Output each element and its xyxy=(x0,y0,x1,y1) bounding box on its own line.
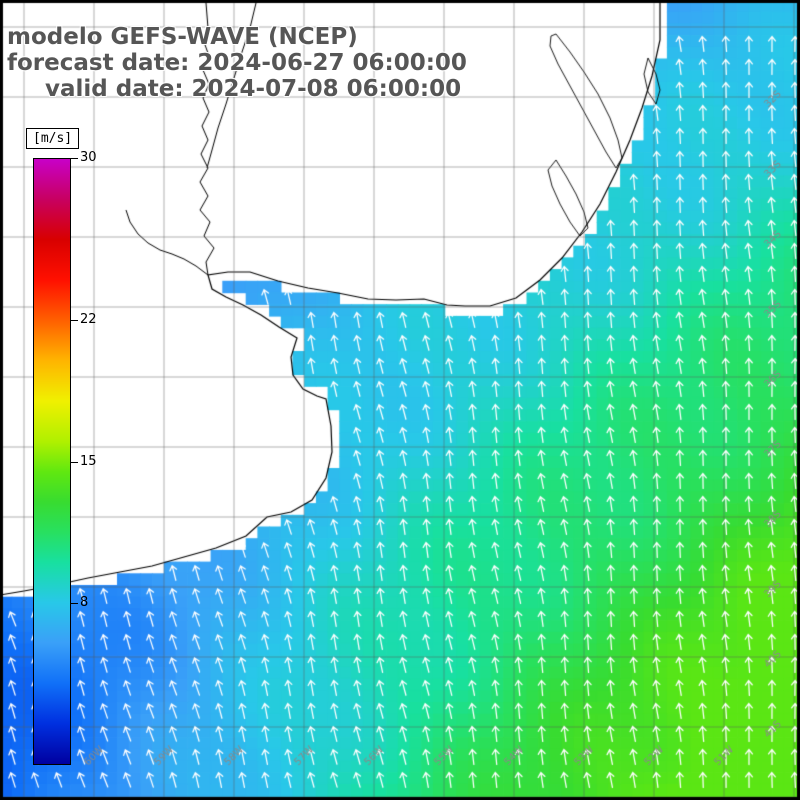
valid-date-line: valid date: 2024-07-08 06:00:00 xyxy=(45,76,462,102)
model-title: modelo GEFS-WAVE (NCEP) xyxy=(7,24,358,50)
forecast-date-line: forecast date: 2024-06-27 06:00:00 xyxy=(7,50,467,76)
title-block: modelo GEFS-WAVE (NCEP) forecast date: 2… xyxy=(7,24,467,102)
